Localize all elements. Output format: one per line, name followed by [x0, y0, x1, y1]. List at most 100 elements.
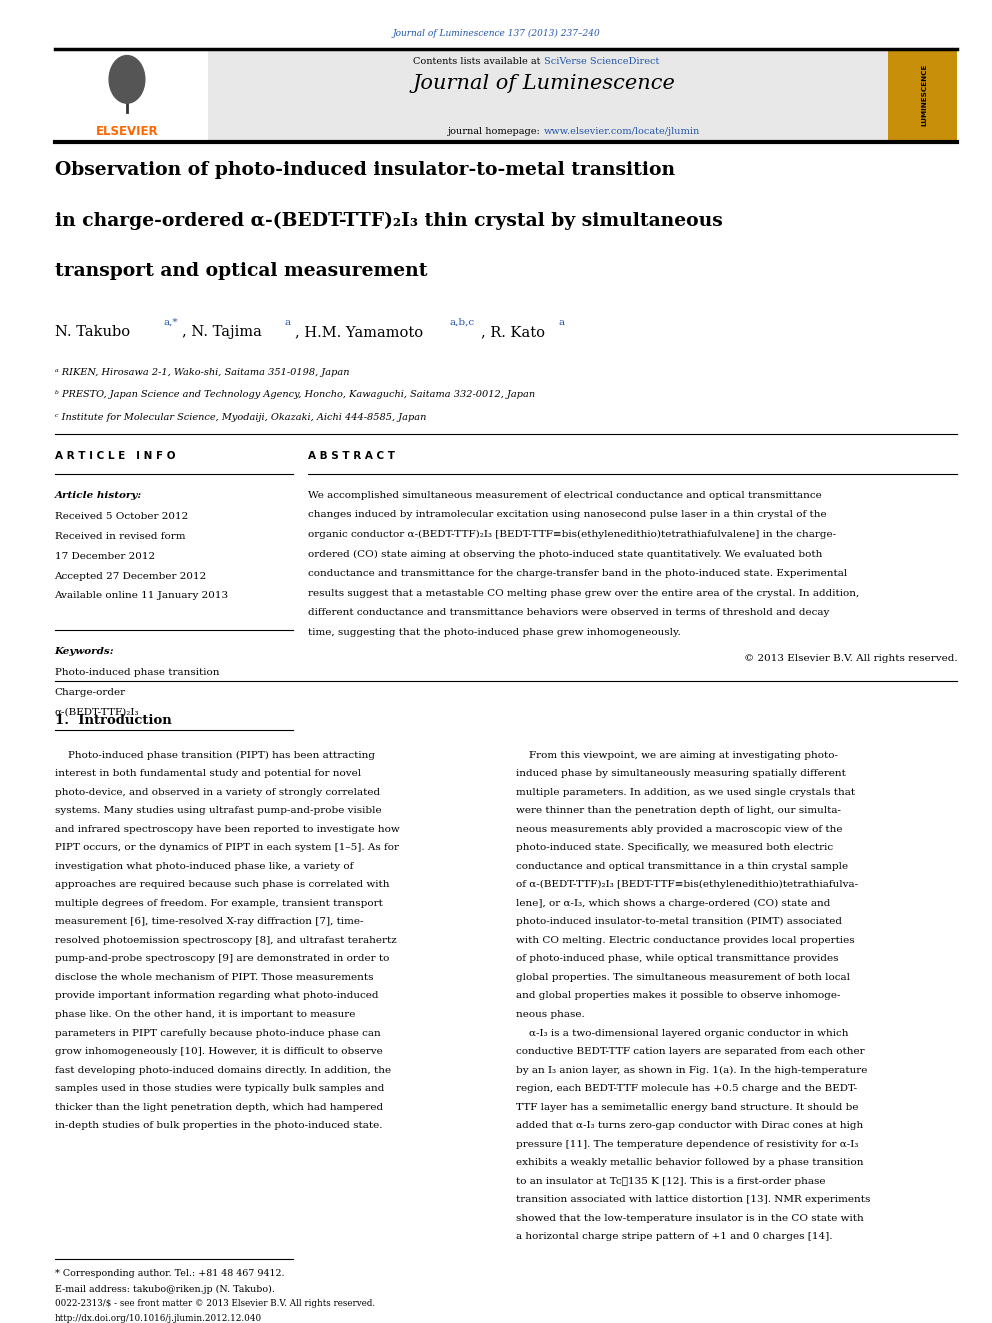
Text: samples used in those studies were typically bulk samples and: samples used in those studies were typic… [55, 1084, 384, 1093]
Text: 0022-2313/$ - see front matter © 2013 Elsevier B.V. All rights reserved.: 0022-2313/$ - see front matter © 2013 El… [55, 1299, 375, 1308]
Text: organic conductor α-(BEDT-TTF)₂I₃ [BEDT-TTF≡bis(ethylenedithio)tetrathiafulvalen: organic conductor α-(BEDT-TTF)₂I₃ [BEDT-… [308, 531, 835, 538]
Text: neous measurements ably provided a macroscopic view of the: neous measurements ably provided a macro… [516, 824, 842, 833]
Text: pump-and-probe spectroscopy [9] are demonstrated in order to: pump-and-probe spectroscopy [9] are demo… [55, 954, 389, 963]
Text: and infrared spectroscopy have been reported to investigate how: and infrared spectroscopy have been repo… [55, 824, 400, 833]
Text: Charge-order: Charge-order [55, 688, 126, 697]
Text: Received in revised form: Received in revised form [55, 532, 186, 541]
Text: provide important information regarding what photo-induced: provide important information regarding … [55, 991, 378, 1000]
Text: ᵇ PRESTO, Japan Science and Technology Agency, Honcho, Kawaguchi, Saitama 332-00: ᵇ PRESTO, Japan Science and Technology A… [55, 390, 535, 400]
Text: induced phase by simultaneously measuring spatially different: induced phase by simultaneously measurin… [516, 769, 846, 778]
Text: * Corresponding author. Tel.: +81 48 467 9412.: * Corresponding author. Tel.: +81 48 467… [55, 1269, 284, 1278]
Text: approaches are required because such phase is correlated with: approaches are required because such pha… [55, 880, 389, 889]
Text: conductive BEDT-TTF cation layers are separated from each other: conductive BEDT-TTF cation layers are se… [516, 1046, 864, 1056]
Text: measurement [6], time-resolved X-ray diffraction [7], time-: measurement [6], time-resolved X-ray dif… [55, 917, 363, 926]
Text: Journal of Luminescence: Journal of Luminescence [413, 74, 675, 93]
Text: Received 5 October 2012: Received 5 October 2012 [55, 512, 187, 521]
Text: E-mail address: takubo@riken.jp (N. Takubo).: E-mail address: takubo@riken.jp (N. Taku… [55, 1285, 275, 1294]
Text: a,*: a,* [164, 318, 179, 327]
Text: with CO melting. Electric conductance provides local properties: with CO melting. Electric conductance pr… [516, 935, 854, 945]
Text: results suggest that a metastable CO melting phase grew over the entire area of : results suggest that a metastable CO mel… [308, 589, 859, 598]
Text: a horizontal charge stripe pattern of +1 and 0 charges [14].: a horizontal charge stripe pattern of +1… [516, 1232, 832, 1241]
Text: resolved photoemission spectroscopy [8], and ultrafast terahertz: resolved photoemission spectroscopy [8],… [55, 935, 397, 945]
Text: photo-induced insulator-to-metal transition (PIMT) associated: photo-induced insulator-to-metal transit… [516, 917, 842, 926]
Text: Article history:: Article history: [55, 491, 142, 500]
Text: ordered (CO) state aiming at observing the photo-induced state quantitatively. W: ordered (CO) state aiming at observing t… [308, 549, 822, 558]
Text: exhibits a weakly metallic behavior followed by a phase transition: exhibits a weakly metallic behavior foll… [516, 1158, 863, 1167]
Text: transport and optical measurement: transport and optical measurement [55, 262, 428, 280]
Text: global properties. The simultaneous measurement of both local: global properties. The simultaneous meas… [516, 972, 850, 982]
Text: A R T I C L E   I N F O: A R T I C L E I N F O [55, 451, 175, 462]
Text: and global properties makes it possible to observe inhomoge-: and global properties makes it possible … [516, 991, 840, 1000]
Text: 17 December 2012: 17 December 2012 [55, 552, 155, 561]
Text: photo-induced state. Specifically, we measured both electric: photo-induced state. Specifically, we me… [516, 843, 833, 852]
FancyBboxPatch shape [203, 49, 888, 142]
Text: SciVerse ScienceDirect: SciVerse ScienceDirect [544, 57, 659, 66]
Text: a,b,c: a,b,c [449, 318, 474, 327]
Text: α-(BEDT-TTF)₂I₃: α-(BEDT-TTF)₂I₃ [55, 708, 139, 717]
Text: Contents lists available at: Contents lists available at [413, 57, 544, 66]
Text: were thinner than the penetration depth of light, our simulta-: were thinner than the penetration depth … [516, 806, 841, 815]
Text: lene], or α-I₃, which shows a charge-ordered (CO) state and: lene], or α-I₃, which shows a charge-ord… [516, 898, 830, 908]
Text: http://dx.doi.org/10.1016/j.jlumin.2012.12.040: http://dx.doi.org/10.1016/j.jlumin.2012.… [55, 1314, 262, 1323]
Text: showed that the low-temperature insulator is in the CO state with: showed that the low-temperature insulato… [516, 1213, 864, 1222]
Text: systems. Many studies using ultrafast pump-and-probe visible: systems. Many studies using ultrafast pu… [55, 806, 381, 815]
Text: added that α-I₃ turns zero-gap conductor with Dirac cones at high: added that α-I₃ turns zero-gap conductor… [516, 1121, 863, 1130]
Text: thicker than the light penetration depth, which had hampered: thicker than the light penetration depth… [55, 1102, 383, 1111]
FancyBboxPatch shape [888, 49, 957, 142]
Text: to an insulator at Tc＝135 K [12]. This is a first-order phase: to an insulator at Tc＝135 K [12]. This i… [516, 1176, 825, 1185]
Text: α-I₃ is a two-dimensional layered organic conductor in which: α-I₃ is a two-dimensional layered organi… [516, 1028, 848, 1037]
Text: interest in both fundamental study and potential for novel: interest in both fundamental study and p… [55, 769, 361, 778]
Text: parameters in PIPT carefully because photo-induce phase can: parameters in PIPT carefully because pho… [55, 1028, 380, 1037]
Text: time, suggesting that the photo-induced phase grew inhomogeneously.: time, suggesting that the photo-induced … [308, 628, 681, 636]
Text: N. Takubo: N. Takubo [55, 325, 130, 340]
Text: phase like. On the other hand, it is important to measure: phase like. On the other hand, it is imp… [55, 1009, 355, 1019]
Text: investigation what photo-induced phase like, a variety of: investigation what photo-induced phase l… [55, 861, 353, 871]
Text: multiple parameters. In addition, as we used single crystals that: multiple parameters. In addition, as we … [516, 787, 855, 796]
Text: PIPT occurs, or the dynamics of PIPT in each system [1–5]. As for: PIPT occurs, or the dynamics of PIPT in … [55, 843, 399, 852]
Text: Journal of Luminescence 137 (2013) 237–240: Journal of Luminescence 137 (2013) 237–2… [392, 29, 600, 38]
Text: , R. Kato: , R. Kato [481, 325, 546, 340]
Text: Photo-induced phase transition (PIPT) has been attracting: Photo-induced phase transition (PIPT) ha… [55, 750, 375, 759]
Text: conductance and optical transmittance in a thin crystal sample: conductance and optical transmittance in… [516, 861, 848, 871]
Text: different conductance and transmittance behaviors were observed in terms of thre: different conductance and transmittance … [308, 609, 829, 618]
Text: ᵃ RIKEN, Hirosawa 2-1, Wako-shi, Saitama 351-0198, Japan: ᵃ RIKEN, Hirosawa 2-1, Wako-shi, Saitama… [55, 368, 349, 377]
Text: fast developing photo-induced domains directly. In addition, the: fast developing photo-induced domains di… [55, 1065, 391, 1074]
Text: of α-(BEDT-TTF)₂I₃ [BEDT-TTF≡bis(ethylenedithio)tetrathiafulva-: of α-(BEDT-TTF)₂I₃ [BEDT-TTF≡bis(ethylen… [516, 880, 858, 889]
Text: region, each BEDT-TTF molecule has +0.5 charge and the BEDT-: region, each BEDT-TTF molecule has +0.5 … [516, 1084, 857, 1093]
Text: by an I₃ anion layer, as shown in Fig. 1(a). In the high-temperature: by an I₃ anion layer, as shown in Fig. 1… [516, 1065, 867, 1074]
Text: pressure [11]. The temperature dependence of resistivity for α-I₃: pressure [11]. The temperature dependenc… [516, 1139, 858, 1148]
Text: transition associated with lattice distortion [13]. NMR experiments: transition associated with lattice disto… [516, 1195, 870, 1204]
Text: disclose the whole mechanism of PIPT. Those measurements: disclose the whole mechanism of PIPT. Th… [55, 972, 373, 982]
Text: 1.  Introduction: 1. Introduction [55, 713, 172, 726]
Text: photo-device, and observed in a variety of strongly correlated: photo-device, and observed in a variety … [55, 787, 380, 796]
Text: neous phase.: neous phase. [516, 1009, 584, 1019]
FancyBboxPatch shape [55, 49, 208, 142]
Text: in charge-ordered α-(BEDT-TTF)₂I₃ thin crystal by simultaneous: in charge-ordered α-(BEDT-TTF)₂I₃ thin c… [55, 212, 722, 230]
Text: ELSEVIER: ELSEVIER [95, 124, 159, 138]
Text: a: a [558, 318, 564, 327]
Text: , N. Tajima: , N. Tajima [182, 325, 262, 340]
Text: Available online 11 January 2013: Available online 11 January 2013 [55, 591, 229, 601]
Text: We accomplished simultaneous measurement of electrical conductance and optical t: We accomplished simultaneous measurement… [308, 491, 821, 500]
Text: Keywords:: Keywords: [55, 647, 114, 656]
Text: a: a [285, 318, 291, 327]
Text: grow inhomogeneously [10]. However, it is difficult to observe: grow inhomogeneously [10]. However, it i… [55, 1046, 382, 1056]
Text: Accepted 27 December 2012: Accepted 27 December 2012 [55, 572, 206, 581]
Text: LUMINESCENCE: LUMINESCENCE [922, 64, 928, 127]
Text: © 2013 Elsevier B.V. All rights reserved.: © 2013 Elsevier B.V. All rights reserved… [744, 654, 957, 663]
Text: From this viewpoint, we are aiming at investigating photo-: From this viewpoint, we are aiming at in… [516, 750, 838, 759]
Text: ᶜ Institute for Molecular Science, Myodaiji, Okazaki, Aichi 444-8585, Japan: ᶜ Institute for Molecular Science, Myoda… [55, 413, 426, 422]
Circle shape [109, 56, 145, 103]
Text: www.elsevier.com/locate/jlumin: www.elsevier.com/locate/jlumin [544, 127, 700, 136]
Text: Photo-induced phase transition: Photo-induced phase transition [55, 668, 219, 677]
Text: , H.M. Yamamoto: , H.M. Yamamoto [295, 325, 423, 340]
Text: of photo-induced phase, while optical transmittance provides: of photo-induced phase, while optical tr… [516, 954, 838, 963]
Text: journal homepage:: journal homepage: [447, 127, 544, 136]
Text: conductance and transmittance for the charge-transfer band in the photo-induced : conductance and transmittance for the ch… [308, 569, 847, 578]
Text: in-depth studies of bulk properties in the photo-induced state.: in-depth studies of bulk properties in t… [55, 1121, 382, 1130]
Text: Observation of photo-induced insulator-to-metal transition: Observation of photo-induced insulator-t… [55, 161, 675, 180]
Text: changes induced by intramolecular excitation using nanosecond pulse laser in a t: changes induced by intramolecular excita… [308, 511, 826, 520]
Text: multiple degrees of freedom. For example, transient transport: multiple degrees of freedom. For example… [55, 898, 383, 908]
Text: A B S T R A C T: A B S T R A C T [308, 451, 395, 462]
Text: TTF layer has a semimetallic energy band structure. It should be: TTF layer has a semimetallic energy band… [516, 1102, 858, 1111]
